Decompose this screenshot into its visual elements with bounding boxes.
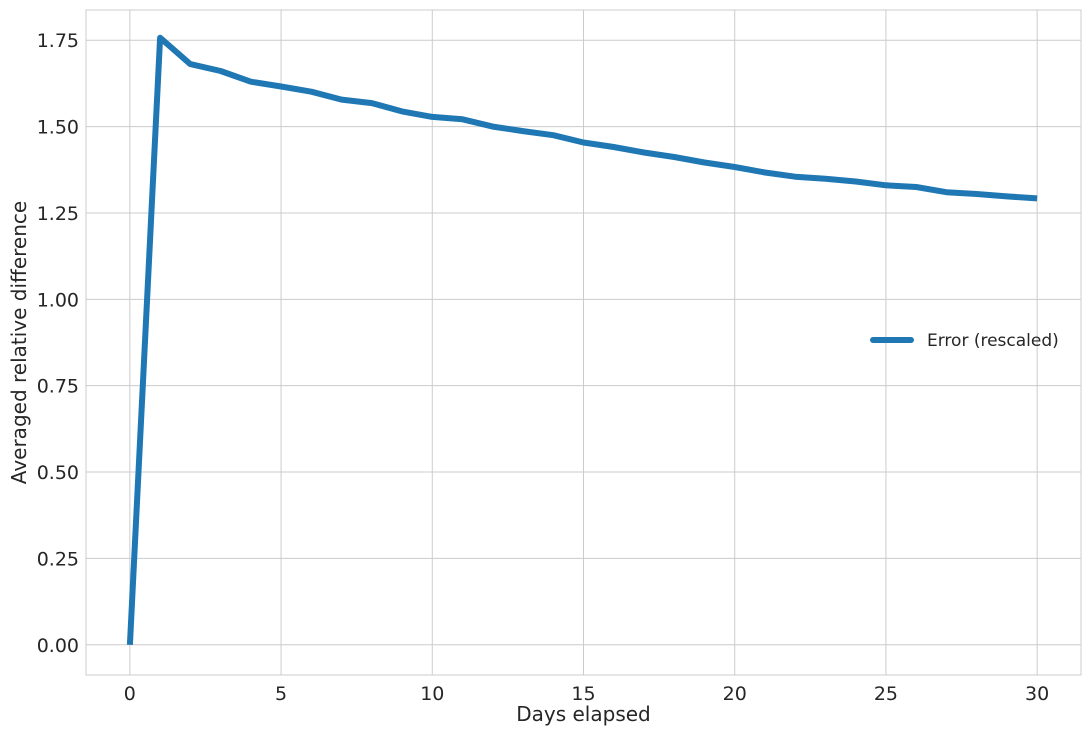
x-tick-label: 25 bbox=[874, 683, 898, 705]
x-tick-label: 15 bbox=[571, 683, 595, 705]
y-tick-label: 0.00 bbox=[37, 635, 79, 657]
y-tick-label: 1.50 bbox=[37, 117, 79, 139]
y-axis-ticks: 0.00 0.25 0.50 0.75 1.00 1.25 1.50 1.75 bbox=[37, 30, 79, 657]
x-tick-label: 30 bbox=[1025, 683, 1049, 705]
y-tick-label: 1.25 bbox=[37, 203, 79, 225]
x-tick-label: 20 bbox=[723, 683, 747, 705]
x-axis-ticks: 0 5 10 15 20 25 30 bbox=[124, 683, 1049, 705]
series-layer bbox=[126, 34, 1038, 645]
x-tick-label: 5 bbox=[275, 683, 287, 705]
plot-frame bbox=[85, 9, 1082, 676]
legend-label: Error (rescaled) bbox=[927, 331, 1059, 351]
y-tick-label: 1.00 bbox=[37, 289, 79, 311]
x-axis-label: Days elapsed bbox=[516, 702, 651, 726]
y-tick-label: 0.50 bbox=[37, 462, 79, 484]
series-line bbox=[126, 34, 1038, 645]
x-tick-label: 10 bbox=[420, 683, 444, 705]
y-tick-label: 0.25 bbox=[37, 548, 79, 570]
legend: Error (rescaled) bbox=[870, 331, 1059, 351]
y-tick-label: 1.75 bbox=[37, 30, 79, 52]
y-tick-label: 0.75 bbox=[37, 376, 79, 398]
x-tick-label: 0 bbox=[124, 683, 136, 705]
y-axis-label: Averaged relative difference bbox=[7, 201, 31, 484]
